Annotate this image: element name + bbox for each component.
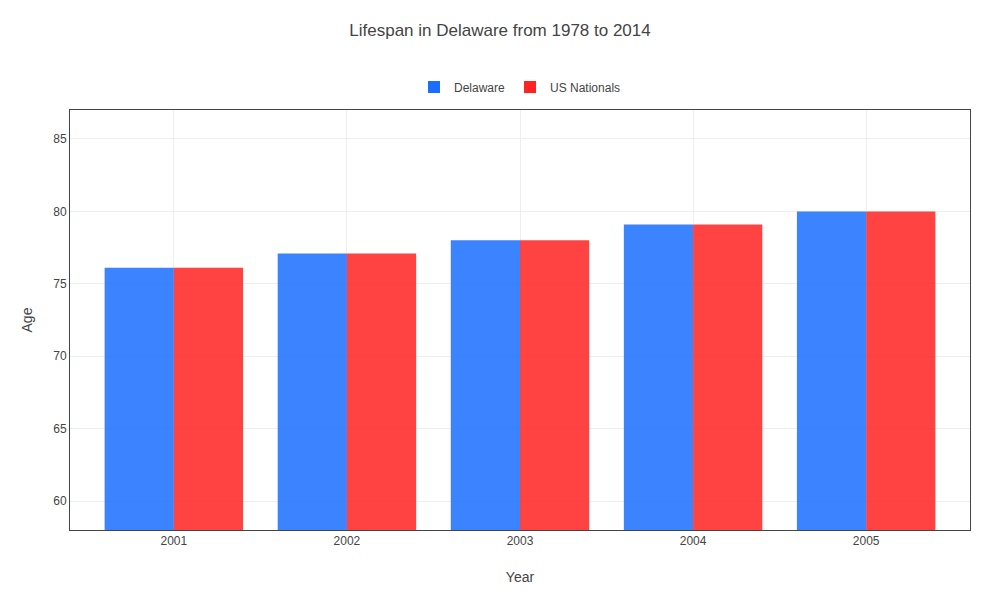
svg-text:65: 65	[53, 422, 67, 436]
svg-text:2004: 2004	[680, 534, 707, 548]
svg-text:2003: 2003	[507, 534, 534, 548]
svg-text:80: 80	[53, 205, 67, 219]
svg-text:2005: 2005	[853, 534, 880, 548]
svg-text:Lifespan in Delaware from 1978: Lifespan in Delaware from 1978 to 2014	[349, 21, 650, 40]
svg-text:2001: 2001	[160, 534, 187, 548]
svg-text:Age: Age	[19, 307, 35, 332]
svg-text:75: 75	[53, 277, 67, 291]
svg-text:60: 60	[53, 494, 67, 508]
svg-text:US Nationals: US Nationals	[550, 81, 620, 95]
svg-text:70: 70	[53, 349, 67, 363]
svg-text:85: 85	[53, 132, 67, 146]
svg-text:2002: 2002	[334, 534, 361, 548]
svg-text:Delaware: Delaware	[454, 81, 505, 95]
svg-text:Year: Year	[506, 569, 535, 585]
